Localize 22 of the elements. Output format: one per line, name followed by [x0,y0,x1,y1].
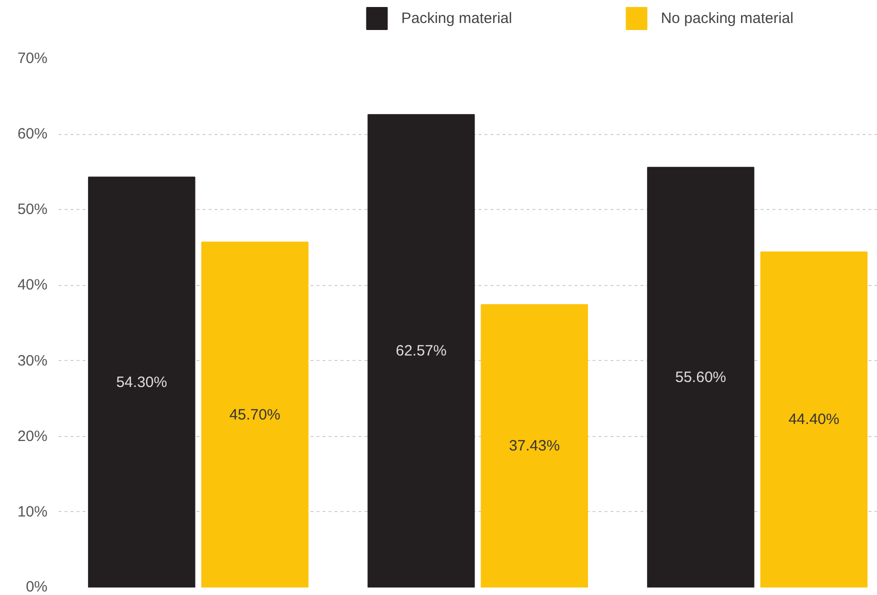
bar [480,304,588,588]
y-tick-label: 70% [17,50,48,67]
y-tick-label: 60% [17,126,48,143]
y-tick-label: 0% [26,578,48,595]
legend-label: Packing material [401,10,512,27]
y-tick-label: 30% [17,352,48,370]
bar [647,166,754,588]
legend-label: No packing material [660,10,794,27]
data-label: 45.70% [229,406,280,424]
data-label: 55.60% [675,368,726,386]
bar [88,176,196,588]
data-label: 37.43% [508,438,560,455]
y-tick-label: 10% [17,503,48,520]
data-label: 62.57% [396,342,447,360]
bar [368,114,475,588]
data-label: 44.40% [788,411,840,428]
bar [760,251,868,588]
data-label: 54.30% [116,374,168,391]
y-tick-label: 40% [17,276,48,294]
y-tick-label: 50% [17,201,48,218]
bar [201,242,308,588]
y-tick-label: 20% [17,428,48,445]
